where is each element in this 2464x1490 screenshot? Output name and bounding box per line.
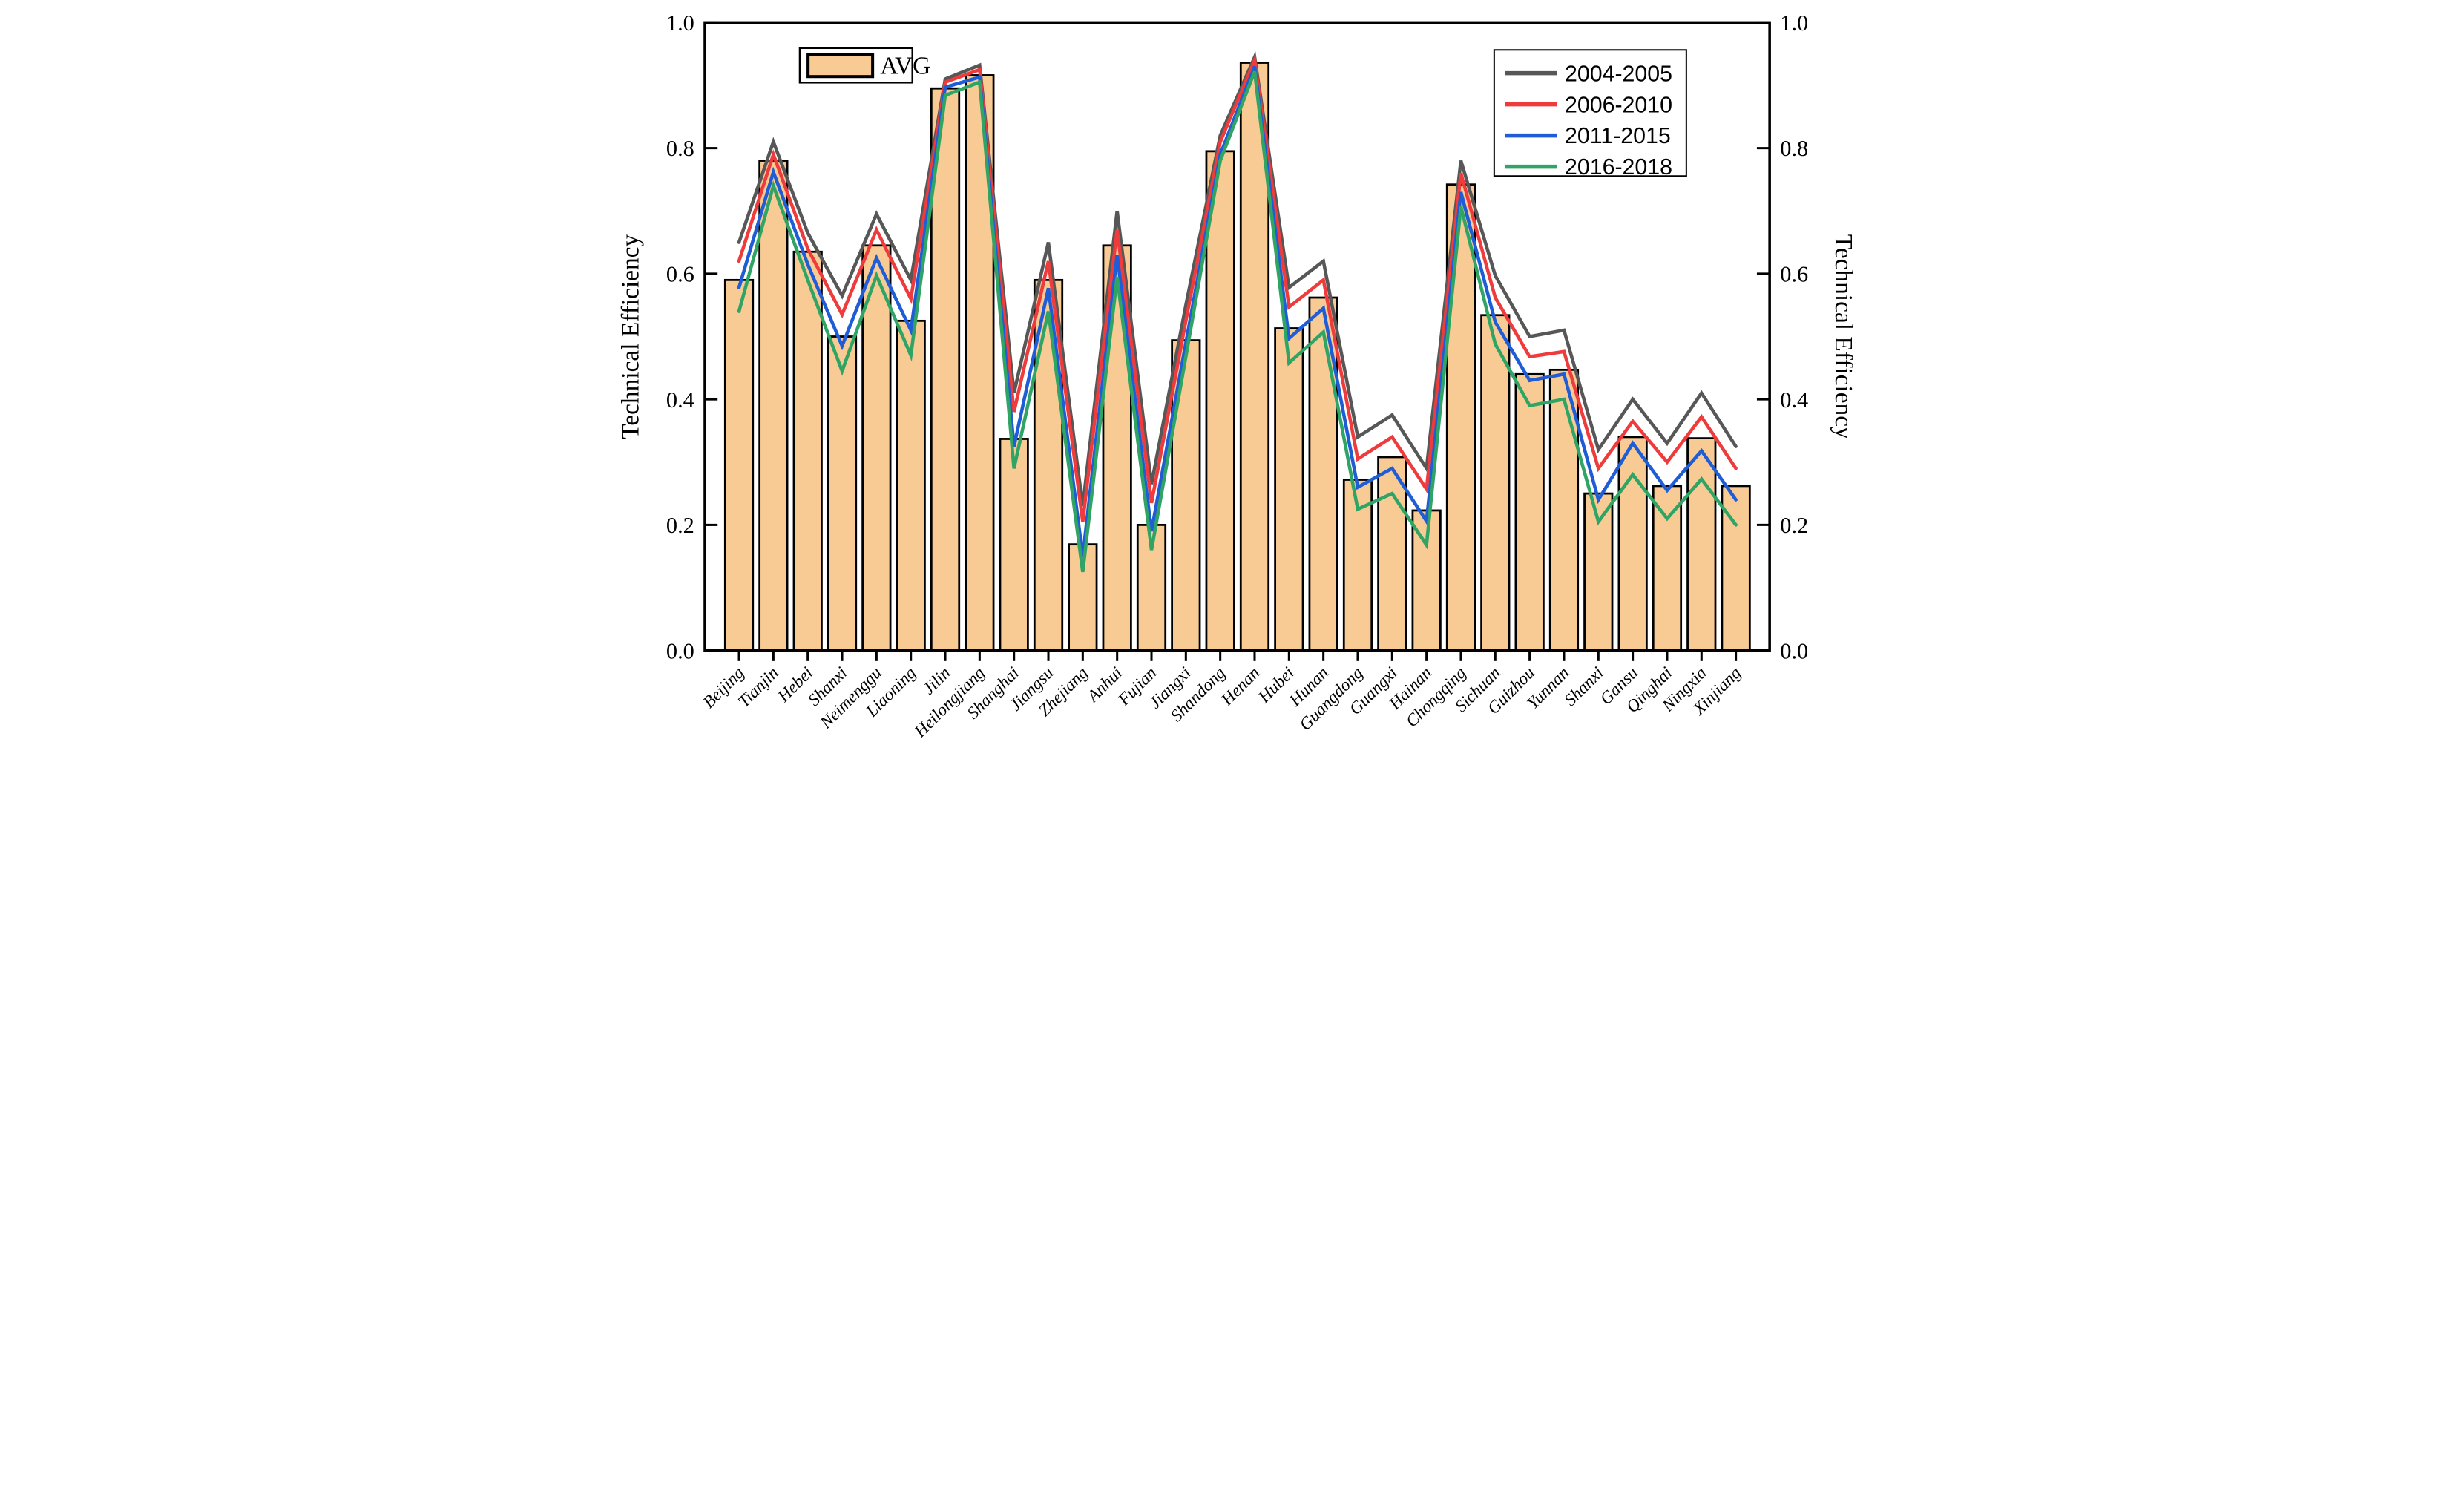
y-tick-label-left-0.0: 0.0 — [666, 638, 694, 663]
bar-Hubei — [1273, 327, 1304, 652]
line-2006-2010 — [737, 53, 1738, 522]
legend-label-2011-2015: 2011-2015 — [1564, 124, 1670, 148]
y-tick-label-right-0.2: 0.2 — [1780, 513, 1808, 538]
bar-Shanxi — [827, 335, 857, 652]
avg-legend: AVG — [798, 47, 930, 84]
bar-Ningxia — [1686, 437, 1716, 652]
legend-label-2016-2018: 2016-2018 — [1564, 155, 1672, 180]
avg-legend-label: AVG — [880, 53, 930, 80]
y-tick-label-left-1.0: 1.0 — [666, 10, 694, 36]
bar-Beijing — [723, 278, 754, 652]
chart-page: Beijing Tianjin Hebei Shanxi Neimenggu Liaoni… — [608, 0, 1856, 754]
axes-group — [703, 21, 1771, 661]
series-legend: 2004-2005 2006-2010 2011-2015 2016-2018 — [1493, 49, 1687, 180]
y-axis-title-right: Technical Efficiency — [1830, 234, 1856, 439]
bar-Gansu — [1617, 436, 1648, 652]
bar-Shandong — [1205, 150, 1235, 652]
bar-Hebei — [792, 250, 823, 652]
bar-Guizhou — [1514, 372, 1545, 652]
plot-frame — [703, 21, 1771, 652]
bar-Hunan — [1308, 296, 1338, 652]
bar-Sichuan — [1479, 314, 1510, 652]
bar-Qinghai — [1652, 485, 1682, 652]
period-lines-group — [737, 50, 1738, 573]
y-tick-label-left-0.6: 0.6 — [666, 262, 694, 287]
y-tick-label-left-0.2: 0.2 — [666, 513, 694, 538]
y-tick-labels: 0.0 0.0 0.2 0.2 0.4 0.4 0.6 0.6 0.8 0.8 1.0 1.0 — [666, 10, 1807, 663]
y-tick-label-right-0.8: 0.8 — [1780, 136, 1808, 161]
y-tick-label-right-0.0: 0.0 — [1780, 638, 1808, 663]
bar-Guangxi — [1376, 456, 1407, 652]
x-label-Henan: Henan — [1217, 663, 1264, 710]
series-legend-box — [1493, 49, 1687, 177]
y-tick-label-left-0.8: 0.8 — [666, 136, 694, 161]
legend-label-2006-2010: 2006-2010 — [1564, 93, 1672, 117]
y-tick-label-right-0.6: 0.6 — [1780, 262, 1808, 287]
x-label-Shanxi: Shanxi — [1560, 663, 1607, 710]
bar-Liaoning — [896, 319, 926, 652]
bar-Tianjin — [758, 160, 788, 652]
line-2016-2018 — [737, 70, 1738, 573]
technical-efficiency-chart: BeijingTianjinHebeiShanxiNeimengguLiaoni… — [608, 0, 1856, 754]
y-tick-label-right-1.0: 1.0 — [1780, 10, 1808, 36]
avg-legend-swatch — [806, 53, 874, 79]
x-category-labels: BeijingTianjinHebeiShanxiNeimengguLiaoni… — [699, 663, 1744, 742]
legend-label-2004-2005: 2004-2005 — [1564, 62, 1672, 86]
line-2004-2005 — [737, 50, 1738, 507]
y-tick-label-right-0.4: 0.4 — [1780, 387, 1808, 413]
line-2011-2015 — [737, 65, 1738, 557]
y-tick-label-left-0.4: 0.4 — [666, 387, 694, 413]
bar-Shanghai — [999, 438, 1029, 652]
y-axis-title-left: Technical Efficiency — [617, 234, 644, 439]
